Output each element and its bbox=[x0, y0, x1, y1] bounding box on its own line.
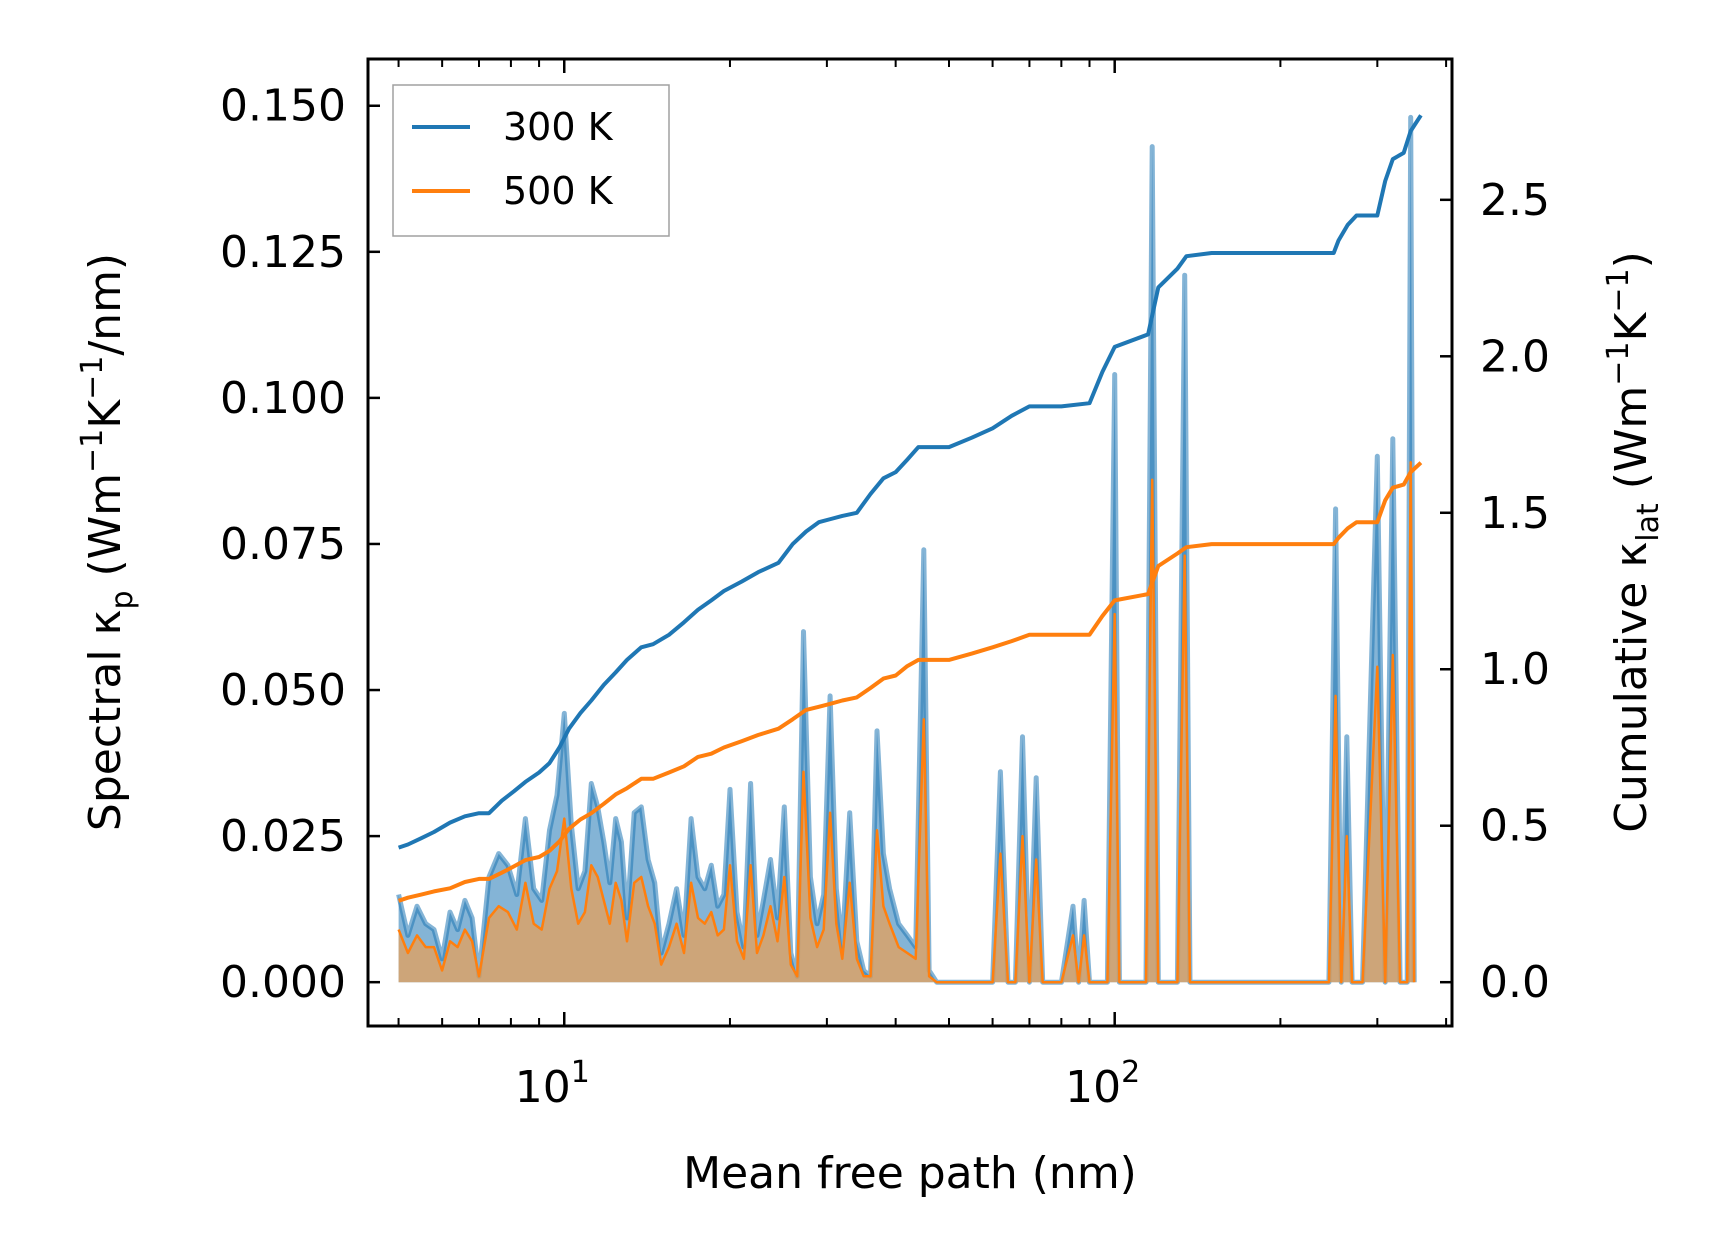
y-left-tick-label: 0.100 bbox=[220, 373, 346, 424]
y-left-tick-label: 0.125 bbox=[220, 227, 346, 278]
y-left-tick-label: 0.050 bbox=[220, 665, 346, 716]
x-axis-title: Mean free path (nm) bbox=[683, 1148, 1137, 1199]
y-right-tick-label: 0.5 bbox=[1480, 801, 1550, 852]
spectral-500k-line bbox=[397, 460, 1416, 984]
y-right-tick-label: 1.0 bbox=[1480, 644, 1550, 695]
axis-ticks: 0.000 0.025 0.050 0.075 0.100 0.125 0.150 0.0 0.… bbox=[220, 59, 1550, 1113]
legend-label-300k: 300 K bbox=[503, 105, 614, 149]
cumulative-500k-line bbox=[397, 461, 1423, 903]
y-left-tick-label: 0.000 bbox=[220, 957, 346, 1008]
y-axis-left-title: Spectral κp (Wm−1K−1/nm) bbox=[75, 253, 140, 831]
y-right-tick-label: 1.5 bbox=[1480, 488, 1550, 539]
cumulative-300k-line bbox=[397, 114, 1423, 850]
plot-frame bbox=[366, 57, 1454, 1028]
legend-label-500k: 500 K bbox=[503, 169, 614, 213]
legend-box bbox=[392, 84, 670, 237]
y-left-tick-label: 0.025 bbox=[220, 811, 346, 862]
legend: 300 K 500 K bbox=[392, 84, 670, 237]
y-left-tick-label: 0.150 bbox=[220, 81, 346, 132]
y-left-tick-label: 0.075 bbox=[220, 519, 346, 570]
y-right-tick-label: 2.0 bbox=[1480, 331, 1550, 382]
y-right-tick-label: 2.5 bbox=[1480, 175, 1550, 226]
x-tick-label: 102 bbox=[1065, 1055, 1140, 1113]
spectral-300k-area bbox=[398, 117, 1415, 983]
y-right-tick-label: 0.0 bbox=[1480, 957, 1550, 1008]
y-axis-right-title: Cumulative κlat (Wm−1K−1) bbox=[1601, 251, 1666, 833]
spectral-500k-area bbox=[398, 462, 1415, 983]
x-tick-label: 101 bbox=[515, 1055, 590, 1113]
plot-series bbox=[396, 114, 1423, 985]
